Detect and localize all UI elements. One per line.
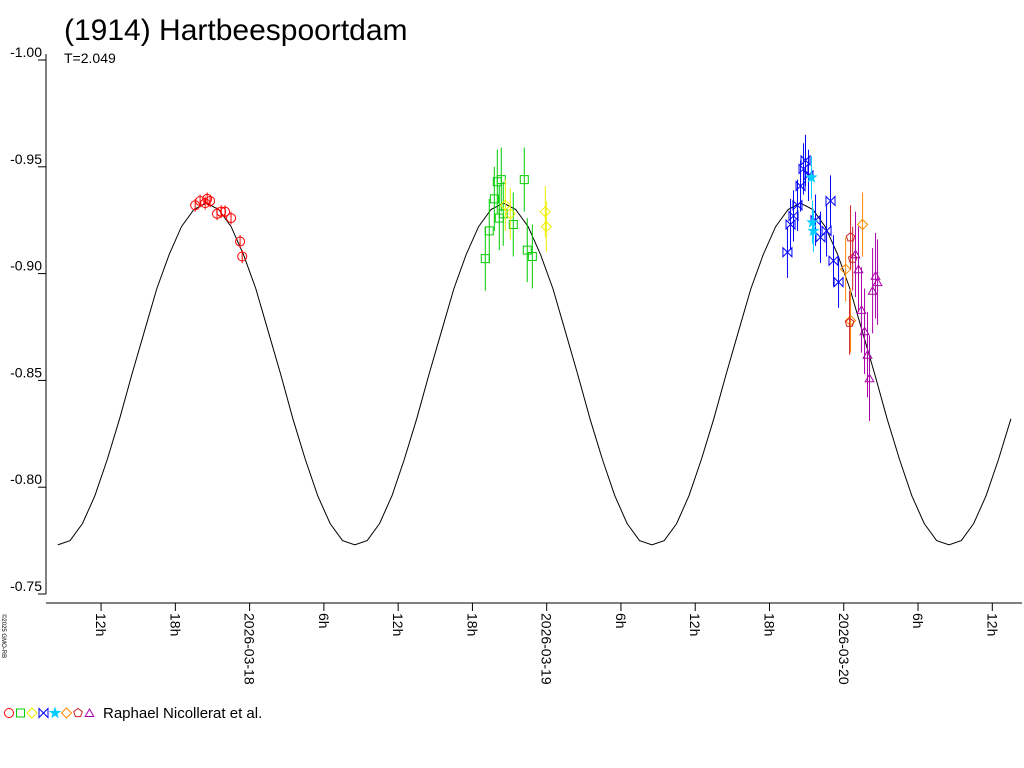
marker — [519, 175, 529, 185]
marker — [782, 246, 793, 258]
series — [499, 179, 553, 253]
marker — [872, 277, 883, 287]
marker — [821, 225, 832, 237]
marker — [539, 205, 552, 218]
x-tick-label: 2026-03-18 — [242, 613, 258, 685]
marker — [800, 154, 811, 167]
x-tick-label: 12h — [984, 613, 1000, 636]
series — [844, 205, 858, 355]
chart-subtitle: T=2.049 — [64, 50, 116, 66]
marker — [484, 226, 494, 236]
marker — [856, 304, 867, 314]
copyright: ©2025 GMO-RB — [0, 614, 7, 658]
legend-label: Raphael Nicollerat et al. — [103, 705, 262, 722]
legend-symbol — [4, 708, 14, 718]
marker — [237, 251, 248, 262]
legend-symbol — [60, 707, 73, 719]
x-tick-label: 2026-03-20 — [836, 613, 852, 685]
marker — [856, 218, 869, 231]
y-tick-label: -1.00 — [10, 44, 42, 60]
marker — [833, 276, 844, 288]
y-tick-label: -0.80 — [10, 471, 42, 487]
legend-symbol — [84, 707, 95, 717]
marker — [845, 232, 856, 242]
x-tick-label: 6h — [316, 613, 332, 629]
marker — [788, 210, 799, 222]
legend-symbol — [73, 707, 83, 718]
x-tick-label: 6h — [613, 613, 629, 629]
marker — [489, 194, 499, 204]
marker — [864, 373, 875, 383]
marker — [792, 199, 803, 211]
x-tick-label: 6h — [910, 613, 926, 629]
x-tick-label: 2026-03-19 — [539, 613, 555, 685]
marker — [807, 224, 820, 237]
marker — [508, 219, 518, 229]
x-tick-label: 12h — [93, 613, 109, 636]
marker — [867, 285, 878, 295]
marker — [220, 206, 231, 217]
marker — [859, 326, 870, 336]
marker — [805, 170, 818, 183]
marker — [522, 245, 532, 255]
y-tick-label: -0.85 — [10, 364, 42, 380]
y-tick-label: -0.75 — [10, 578, 42, 594]
marker — [806, 215, 819, 228]
marker — [825, 195, 836, 207]
marker — [540, 220, 553, 233]
marker — [226, 213, 237, 224]
series — [480, 147, 537, 291]
marker — [844, 317, 855, 327]
marker — [839, 263, 852, 276]
marker — [847, 253, 858, 263]
marker — [828, 255, 839, 267]
marker — [216, 206, 227, 217]
y-tick-label: -0.90 — [10, 258, 42, 274]
marker — [235, 236, 246, 247]
x-tick-label: 18h — [167, 613, 183, 636]
x-tick-label: 12h — [687, 613, 703, 636]
x-tick-label: 12h — [390, 613, 406, 636]
chart-title: (1914) Hartbeespoortdam — [64, 14, 408, 47]
marker — [499, 199, 512, 211]
marker — [498, 209, 508, 219]
marker — [853, 264, 864, 274]
x-tick-label: 18h — [464, 613, 480, 636]
y-tick-label: -0.95 — [10, 151, 42, 167]
marker — [785, 218, 796, 231]
legend-symbol — [26, 707, 38, 719]
series — [805, 156, 820, 253]
marker — [202, 193, 213, 204]
series — [850, 211, 883, 421]
marker — [195, 195, 206, 206]
legend-symbol — [48, 706, 62, 719]
legend-symbol — [16, 708, 25, 718]
marker — [527, 252, 537, 262]
marker — [205, 195, 216, 206]
series — [190, 192, 248, 263]
x-tick-label: 18h — [761, 613, 777, 636]
marker — [504, 208, 517, 220]
legend-symbol — [38, 707, 49, 719]
series — [839, 192, 869, 353]
series — [782, 134, 844, 308]
marker — [850, 249, 861, 259]
